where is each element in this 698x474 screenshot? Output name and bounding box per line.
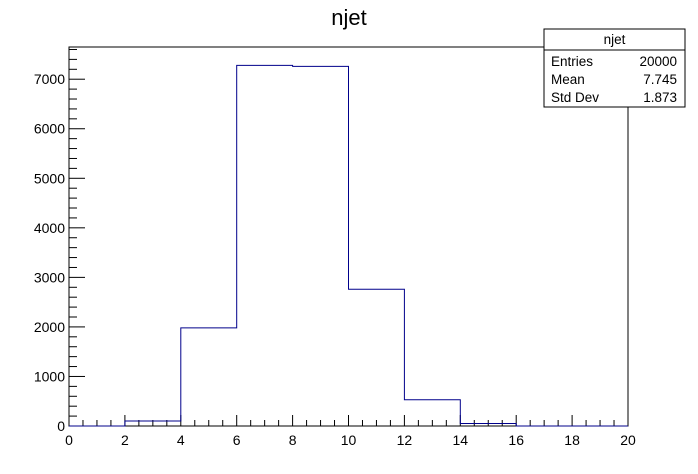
histogram-bin — [181, 328, 237, 426]
histogram-bin — [293, 66, 349, 426]
x-tick-label: 8 — [289, 432, 297, 448]
y-tick-label: 6000 — [34, 121, 65, 137]
y-tick-label: 5000 — [34, 170, 65, 186]
y-tick-label: 4000 — [34, 220, 65, 236]
histogram-outline — [69, 64, 628, 427]
x-tick-label: 2 — [121, 432, 129, 448]
x-tick-label: 10 — [341, 432, 357, 448]
stats-entries-value: 20000 — [639, 54, 677, 69]
y-tick-label: 1000 — [34, 368, 65, 384]
x-tick-label: 6 — [233, 432, 241, 448]
y-tick-label: 3000 — [34, 269, 65, 285]
x-tick-label: 0 — [65, 432, 73, 448]
stats-stddev-value: 1.873 — [643, 90, 677, 105]
stats-mean-value: 7.745 — [643, 72, 677, 87]
y-tick-label: 2000 — [34, 319, 65, 335]
stats-stddev-label: Std Dev — [551, 90, 599, 105]
axis-ticks — [68, 48, 629, 427]
stats-box: njet Entries 20000 Mean 7.745 Std Dev 1.… — [543, 28, 686, 108]
histogram-bin — [237, 65, 293, 426]
y-tick-label: 7000 — [34, 71, 65, 87]
histogram-bars — [125, 65, 516, 426]
chart-title: njet — [331, 5, 366, 30]
x-tick-label: 4 — [177, 432, 185, 448]
stats-mean-label: Mean — [551, 72, 585, 87]
x-tick-label: 20 — [620, 432, 636, 448]
x-tick-label: 14 — [453, 432, 469, 448]
stats-entries-label: Entries — [551, 54, 593, 69]
histogram-bin — [349, 289, 405, 426]
x-tick-label: 16 — [508, 432, 524, 448]
x-tick-label: 18 — [564, 432, 580, 448]
stats-box-title: njet — [604, 32, 626, 47]
y-tick-label: 0 — [57, 418, 65, 434]
x-tick-label: 12 — [397, 432, 413, 448]
tick-labels: 0 2 4 6 8 10 12 14 16 18 20 0 1000 2000 3000 4000 5000 60… — [34, 71, 636, 448]
stats-box-frame — [543, 28, 686, 108]
